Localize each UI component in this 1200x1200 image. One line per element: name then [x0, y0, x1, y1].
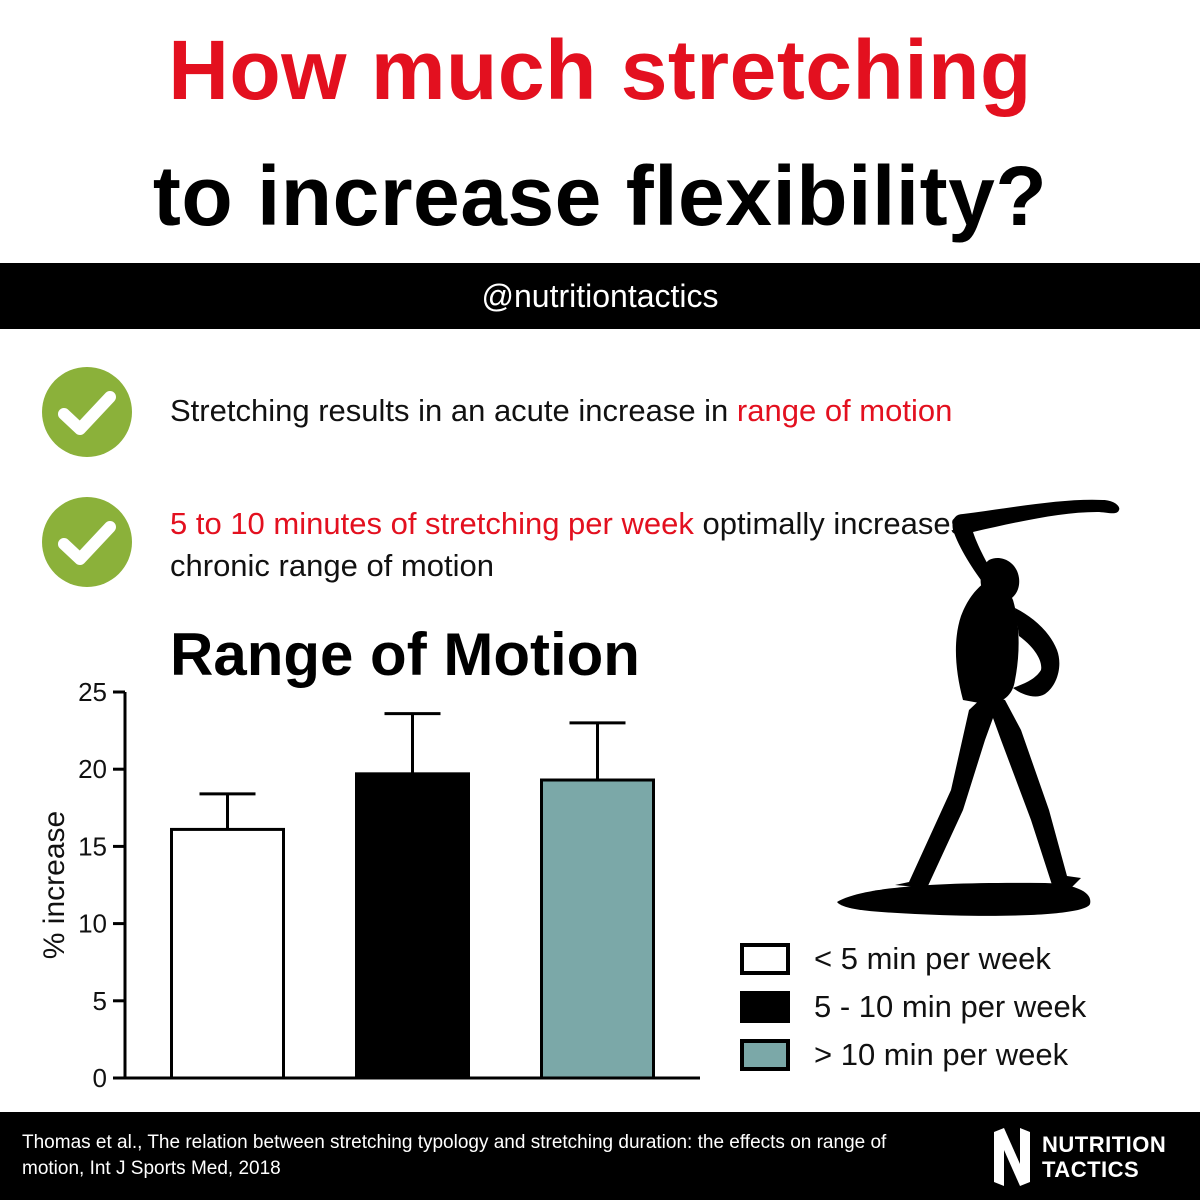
title-line-2: to increase flexibility?: [152, 149, 1048, 243]
key-point-2-text: optimally increases chronic range of mot…: [170, 506, 967, 583]
citation: Thomas et al., The relation between stre…: [22, 1132, 887, 1179]
check-icon: [42, 497, 132, 587]
brand-line-2: TACTICS: [1042, 1157, 1140, 1182]
check-icon: [42, 367, 132, 457]
bar-1: [170, 827, 285, 1080]
key-point-1: Stretching results in an acute increase …: [170, 390, 1150, 432]
bar-3: [540, 778, 655, 1080]
y-tick-label: 20: [78, 754, 107, 784]
chart-title: Range of Motion: [170, 621, 640, 688]
brand-text: NUTRITION TACTICS: [1042, 1132, 1166, 1182]
legend-label: < 5 min per week: [814, 941, 1051, 976]
brand-mark-icon: [994, 1128, 1030, 1186]
legend-label: > 10 min per week: [814, 1037, 1069, 1072]
legend-item: < 5 min per week: [740, 935, 1086, 983]
brand-logo: NUTRITION TACTICS: [990, 1126, 1190, 1188]
y-tick-label: 0: [93, 1063, 107, 1093]
key-point-2: 5 to 10 minutes of stretching per week o…: [170, 503, 990, 587]
stretching-figure-silhouette: [837, 499, 1120, 916]
y-tick-label: 25: [78, 677, 107, 707]
title-line-1: How much stretching: [168, 23, 1032, 117]
brand-line-1: NUTRITION: [1042, 1132, 1167, 1157]
handle-text: @nutritiontactics: [481, 277, 719, 314]
y-tick-label: 10: [78, 909, 107, 939]
footer: Thomas et al., The relation between stre…: [0, 1112, 1200, 1200]
legend-swatch-over-10: [740, 1039, 790, 1071]
y-axis-label: % increase: [38, 811, 71, 959]
bar-chart: 0 5 10 15 20 25 % increase: [38, 677, 700, 1093]
legend-swatch-5-to-10: [740, 991, 790, 1023]
legend-item: 5 - 10 min per week: [740, 983, 1086, 1031]
key-point-2-highlight: 5 to 10 minutes of stretching per week: [170, 506, 694, 541]
y-tick-label: 5: [93, 986, 107, 1016]
key-point-1-highlight: range of motion: [736, 393, 953, 428]
key-point-1-text: Stretching results in an acute increase …: [170, 393, 737, 428]
bar-2: [355, 772, 470, 1080]
handle-banner: @nutritiontactics: [0, 263, 1200, 329]
legend-item: > 10 min per week: [740, 1031, 1086, 1079]
chart-legend: < 5 min per week 5 - 10 min per week > 1…: [740, 935, 1086, 1079]
legend-swatch-under-5: [740, 943, 790, 975]
legend-label: 5 - 10 min per week: [814, 989, 1087, 1024]
y-tick-label: 15: [78, 831, 107, 861]
